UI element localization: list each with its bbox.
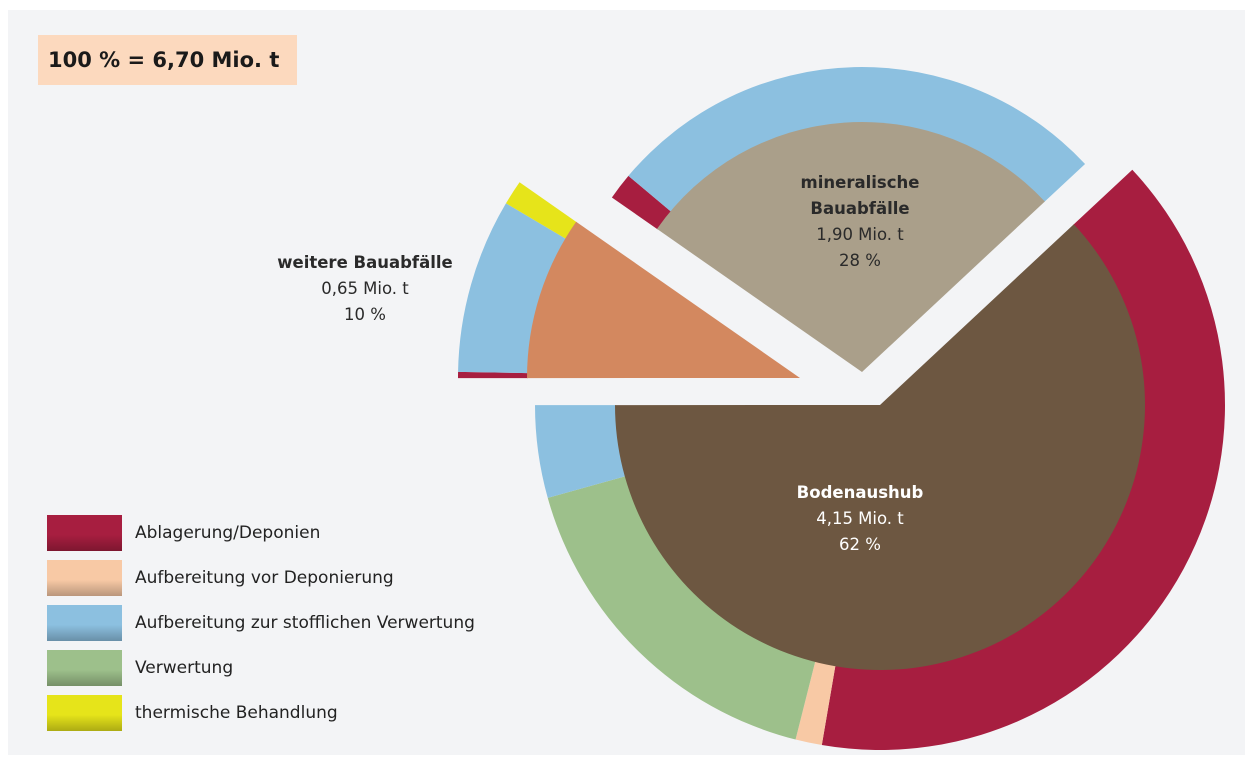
slice-label: mineralische Bauabfälle 1,90 Mio. t 28 % (730, 170, 990, 274)
slice-value: 0,65 Mio. t (321, 279, 409, 298)
ring-segment (535, 405, 626, 498)
ring-segment (628, 67, 1086, 212)
ring-segment (611, 175, 672, 230)
slice-share: 62 % (839, 535, 881, 554)
slice-share: 10 % (344, 305, 386, 324)
chart-title: 100 % = 6,70 Mio. t (38, 35, 297, 85)
slice-name: mineralische Bauabfälle (800, 173, 920, 218)
pie-slice (656, 122, 1045, 372)
legend-swatch (47, 650, 122, 686)
legend-label: Verwertung (135, 658, 234, 678)
legend-label: Ablagerung/Deponien (135, 523, 321, 543)
legend-swatch (47, 515, 122, 551)
legend-swatch (47, 695, 122, 731)
slice-label: Bodenaushub 4,15 Mio. t 62 % (730, 480, 990, 558)
ring-segment (458, 203, 567, 374)
legend-swatch (47, 605, 122, 641)
slice-label: weitere Bauabfälle 0,65 Mio. t 10 % (235, 250, 495, 328)
slice-name: Bodenaushub (796, 483, 924, 502)
legend-label: Aufbereitung vor Deponierung (135, 568, 394, 588)
pie-slice (615, 224, 1145, 671)
legend-label: Aufbereitung zur stofflichen Verwertung (135, 613, 475, 633)
slice-name: weitere Bauabfälle (277, 253, 453, 272)
slice-value: 4,15 Mio. t (816, 509, 904, 528)
slice-share: 28 % (839, 251, 881, 270)
ring-segment (458, 371, 529, 379)
ring-segment (547, 476, 816, 740)
legend-swatch (47, 560, 122, 596)
pie-slice (527, 221, 800, 379)
ring-segment (795, 660, 836, 746)
slice-value: 1,90 Mio. t (816, 225, 904, 244)
ring-segment (821, 169, 1225, 750)
legend-label: thermische Behandlung (135, 703, 338, 723)
ring-segment (505, 182, 577, 240)
